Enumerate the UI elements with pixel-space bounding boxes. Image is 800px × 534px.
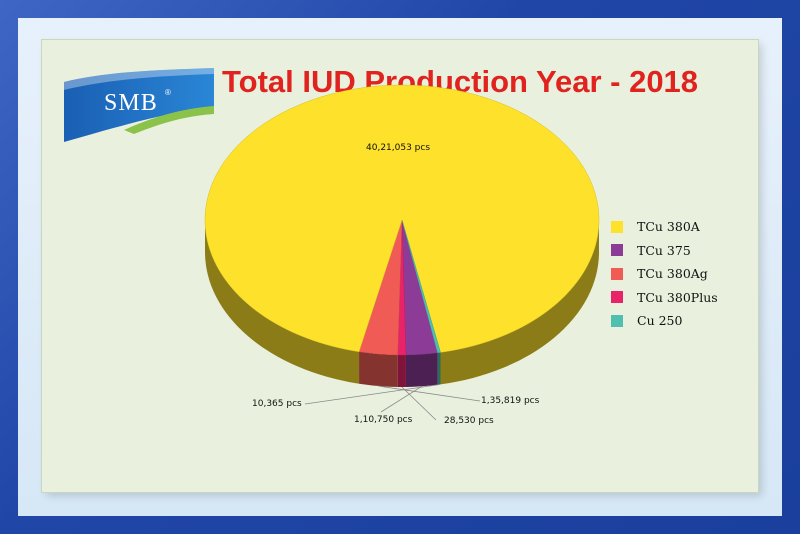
pie-side-tcu-380plus — [397, 354, 406, 387]
legend-item-cu-250: Cu 250 — [611, 309, 718, 333]
legend-swatch — [611, 314, 623, 327]
smb-logo — [64, 68, 214, 142]
leader-line-tcu-375 — [380, 385, 423, 413]
logo-text: SMB — [104, 90, 158, 116]
pie-side-tcu-380ag — [359, 351, 398, 387]
data-label-tcu-380ag: 1,35,819 pcs — [481, 396, 540, 406]
data-label-tcu-380plus: 28,530 pcs — [444, 416, 494, 426]
legend-swatch — [611, 220, 623, 233]
legend-swatch — [611, 244, 623, 257]
pie-side-tcu-375 — [405, 352, 438, 387]
pie-side-tcu-380a — [440, 220, 599, 385]
pie-side-tcu-380a — [205, 220, 360, 384]
pie-slice-cu-250 — [401, 219, 441, 354]
legend-label: TCu 375 — [637, 242, 691, 258]
logo-registered-mark: ® — [165, 88, 171, 97]
legend-item-tcu-380plus: TCu 380Plus — [611, 286, 718, 310]
legend-item-tcu-375: TCu 375 — [611, 239, 718, 263]
leader-line-tcu-380ag — [378, 385, 481, 402]
legend-label: TCu 380Plus — [637, 289, 718, 305]
pie-slice-tcu-380a — [204, 84, 600, 353]
legend-label: TCu 380Ag — [637, 266, 708, 282]
leader-line-cu-250 — [304, 384, 440, 405]
data-label-tcu-375: 1,10,750 pcs — [354, 415, 413, 425]
legend-item-tcu-380ag: TCu 380Ag — [611, 262, 718, 286]
legend-item-tcu-380a: TCu 380A — [611, 215, 718, 239]
legend-swatch — [611, 267, 623, 280]
leader-line-tcu-380plus — [401, 386, 437, 421]
data-label-cu-250: 10,365 pcs — [252, 399, 302, 409]
data-label-tcu-380a: 40,21,053 pcs — [366, 143, 431, 153]
chart-legend: TCu 380A TCu 375 TCu 380Ag TCu 380Plus C… — [611, 215, 718, 333]
legend-label: Cu 250 — [637, 313, 683, 329]
legend-label: TCu 380A — [637, 219, 700, 235]
legend-swatch — [611, 291, 623, 304]
pie-side-cu-250 — [437, 352, 441, 385]
